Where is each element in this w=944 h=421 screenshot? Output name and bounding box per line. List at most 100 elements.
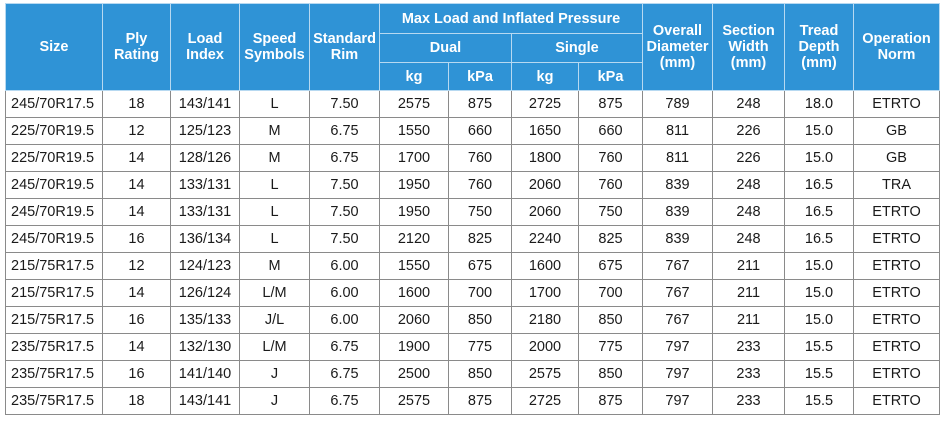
header-max-load-label: Max Load and Inflated Pressure: [401, 10, 621, 27]
header-speed-symbols: Speed Symbols: [239, 3, 310, 91]
cell-ply-rating: 14: [102, 198, 171, 226]
table-row: 245/70R19.5 14 133/131 L 7.50 1950 750 2060 750 8…: [5, 198, 940, 226]
cell-load-index: 135/133: [170, 306, 240, 334]
cell-standard-rim: 6.75: [309, 360, 380, 388]
cell-single-kpa: 660: [578, 117, 643, 145]
cell-size: 215/75R17.5: [5, 252, 103, 280]
cell-ply-rating: 16: [102, 306, 171, 334]
cell-dual-kpa: 775: [448, 333, 512, 361]
cell-section-width: 233: [712, 387, 785, 415]
cell-tread-depth: 15.5: [784, 387, 854, 415]
cell-size: 245/70R19.5: [5, 171, 103, 199]
cell-size: 225/70R19.5: [5, 117, 103, 145]
cell-speed-symbol: J: [239, 387, 310, 415]
cell-operation-norm: ETRTO: [853, 198, 940, 226]
header-section-unit: (mm): [730, 55, 767, 71]
header-overall-diameter: Overall Diameter (mm): [642, 3, 713, 91]
table-row: 225/70R19.5 12 125/123 M 6.75 1550 660 1650 660 8…: [5, 117, 940, 145]
cell-overall-diameter: 789: [642, 90, 713, 118]
header-diameter-line2: Diameter: [646, 39, 709, 55]
cell-standard-rim: 6.75: [309, 333, 380, 361]
cell-operation-norm: ETRTO: [853, 333, 940, 361]
table-row: 215/75R17.5 12 124/123 M 6.00 1550 675 1600 675 7…: [5, 252, 940, 280]
cell-dual-kpa: 750: [448, 198, 512, 226]
header-tread-line2: Depth: [798, 39, 840, 55]
cell-section-width: 211: [712, 306, 785, 334]
cell-single-kpa: 760: [578, 144, 643, 172]
header-ply-line2: Rating: [113, 47, 160, 63]
cell-speed-symbol: M: [239, 144, 310, 172]
header-dual-label: Dual: [429, 40, 462, 56]
cell-operation-norm: GB: [853, 144, 940, 172]
cell-standard-rim: 7.50: [309, 198, 380, 226]
cell-standard-rim: 7.50: [309, 90, 380, 118]
cell-standard-rim: 6.00: [309, 306, 380, 334]
cell-single-kpa: 875: [578, 90, 643, 118]
header-dual: Dual: [379, 33, 512, 63]
header-ply-rating: Ply Rating: [102, 3, 171, 91]
header-load-index: Load Index: [170, 3, 240, 91]
table-row: 245/70R19.5 16 136/134 L 7.50 2120 825 2240 825 8…: [5, 225, 940, 253]
header-dual-kpa: kPa: [448, 62, 512, 91]
cell-tread-depth: 15.0: [784, 306, 854, 334]
header-dual-kg: kg: [379, 62, 449, 91]
cell-dual-kpa: 700: [448, 279, 512, 307]
cell-speed-symbol: J/L: [239, 306, 310, 334]
cell-operation-norm: ETRTO: [853, 387, 940, 415]
cell-single-kpa: 825: [578, 225, 643, 253]
cell-size: 215/75R17.5: [5, 306, 103, 334]
header-load-line2: Index: [186, 47, 224, 63]
cell-section-width: 248: [712, 198, 785, 226]
cell-load-index: 128/126: [170, 144, 240, 172]
cell-overall-diameter: 797: [642, 360, 713, 388]
header-diameter-unit: (mm): [659, 55, 696, 71]
cell-section-width: 211: [712, 279, 785, 307]
cell-dual-kpa: 875: [448, 387, 512, 415]
header-rim-line2: Rim: [330, 47, 359, 63]
cell-ply-rating: 16: [102, 360, 171, 388]
cell-dual-kg: 1600: [379, 279, 449, 307]
header-section-width: Section Width (mm): [712, 3, 785, 91]
cell-dual-kpa: 660: [448, 117, 512, 145]
cell-dual-kg: 1700: [379, 144, 449, 172]
cell-single-kg: 2060: [511, 171, 579, 199]
cell-dual-kg: 1550: [379, 117, 449, 145]
cell-ply-rating: 14: [102, 279, 171, 307]
cell-section-width: 226: [712, 144, 785, 172]
cell-single-kg: 2180: [511, 306, 579, 334]
cell-load-index: 141/140: [170, 360, 240, 388]
cell-tread-depth: 16.5: [784, 198, 854, 226]
cell-tread-depth: 15.0: [784, 144, 854, 172]
cell-section-width: 226: [712, 117, 785, 145]
cell-standard-rim: 6.75: [309, 144, 380, 172]
cell-overall-diameter: 839: [642, 225, 713, 253]
cell-speed-symbol: L/M: [239, 333, 310, 361]
header-size: Size: [5, 3, 103, 91]
cell-single-kg: 2060: [511, 198, 579, 226]
cell-overall-diameter: 797: [642, 387, 713, 415]
cell-single-kg: 1800: [511, 144, 579, 172]
cell-dual-kg: 1950: [379, 198, 449, 226]
header-operation-norm: Operation Norm: [853, 3, 940, 91]
cell-dual-kg: 2120: [379, 225, 449, 253]
cell-dual-kpa: 760: [448, 144, 512, 172]
cell-section-width: 248: [712, 225, 785, 253]
header-single-kg: kg: [511, 62, 579, 91]
cell-size: 235/75R17.5: [5, 333, 103, 361]
header-dual-kg-label: kg: [405, 68, 423, 85]
cell-load-index: 143/141: [170, 90, 240, 118]
header-single-kg-label: kg: [536, 68, 554, 85]
cell-load-index: 126/124: [170, 279, 240, 307]
cell-speed-symbol: M: [239, 117, 310, 145]
cell-ply-rating: 12: [102, 252, 171, 280]
header-diameter-line1: Overall: [652, 23, 703, 39]
header-single: Single: [511, 33, 643, 63]
header-size-label: Size: [39, 39, 69, 55]
header-standard-rim: Standard Rim: [309, 3, 380, 91]
cell-single-kpa: 750: [578, 198, 643, 226]
cell-overall-diameter: 811: [642, 117, 713, 145]
cell-operation-norm: ETRTO: [853, 252, 940, 280]
cell-standard-rim: 6.00: [309, 252, 380, 280]
cell-overall-diameter: 811: [642, 144, 713, 172]
